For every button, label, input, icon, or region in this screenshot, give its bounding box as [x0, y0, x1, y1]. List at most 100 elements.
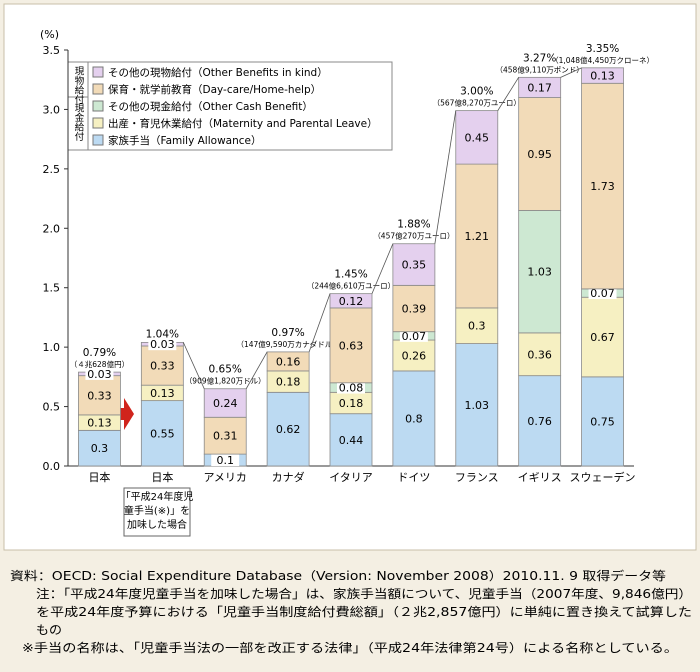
x-tick-label: 日本 — [151, 470, 173, 484]
value-label: 0.31 — [213, 430, 238, 443]
legend-swatch — [92, 83, 104, 95]
footnote: を平成24年度予算における「児童手当制度給付費総額」（２兆2,857億円）に単純… — [36, 604, 692, 619]
bar-segment — [329, 307, 373, 384]
value-label: 0.8 — [405, 412, 423, 425]
value-label: 0.08 — [339, 382, 364, 395]
arrow — [113, 398, 134, 430]
total-label: 3.00% — [460, 86, 493, 98]
bar-segment — [392, 284, 436, 333]
bar-segment — [140, 345, 184, 386]
bar-segment — [518, 375, 562, 467]
total-label: 3.35% — [586, 43, 619, 55]
y-tick-label: 0.0 — [43, 460, 61, 473]
bar-segment — [581, 82, 624, 290]
label-background — [337, 381, 365, 394]
total-label: 0.97% — [271, 327, 304, 339]
total-label: 0.79% — [83, 347, 116, 359]
bar-segment — [203, 388, 247, 418]
bar-segment — [455, 110, 499, 165]
legend: 現物給付 現金給付 その他の現物給付（Other Benefits in kin… — [67, 61, 393, 151]
value-label: 0.13 — [150, 387, 175, 400]
bar-segment — [581, 296, 624, 378]
label-background — [85, 367, 114, 380]
y-axis-unit: (%) — [40, 28, 59, 41]
bar-segment — [266, 351, 310, 372]
value-label: 0.62 — [276, 423, 301, 436]
amount-label: （567億8,270万ユーロ） — [433, 98, 521, 108]
amount-label: （244億6,610万ユーロ） — [307, 281, 395, 291]
label-background — [588, 287, 617, 300]
value-label: 0.33 — [87, 389, 112, 402]
value-label: 0.16 — [276, 355, 301, 368]
value-label: 0.55 — [150, 427, 175, 440]
connector — [182, 342, 205, 389]
amount-label: （147億9,590万カナダドル） — [236, 339, 339, 349]
y-tick-label: 1.0 — [43, 341, 61, 354]
bar-segment — [266, 391, 310, 467]
value-label: 0.18 — [339, 397, 364, 410]
value-label: 0.24 — [213, 397, 238, 410]
total-label: 3.27% — [523, 52, 556, 64]
value-label: 0.95 — [527, 148, 552, 161]
value-label: 0.76 — [527, 415, 552, 428]
value-label: 0.45 — [465, 131, 490, 144]
value-label: 0.1 — [216, 454, 234, 467]
legend-swatch — [92, 66, 104, 78]
x-tick-label: フランス — [455, 471, 499, 484]
x-tick-label: イタリア — [329, 471, 373, 484]
value-label: 1.21 — [465, 230, 490, 243]
bar-segment — [455, 343, 499, 467]
y-tick-label: 1.5 — [43, 282, 61, 295]
value-label: 0.63 — [339, 339, 364, 352]
label-background — [211, 454, 240, 467]
label-background — [148, 338, 177, 351]
label-background — [399, 329, 428, 342]
legend-box — [67, 61, 393, 151]
legend-swatch — [92, 134, 104, 146]
value-label: 0.75 — [590, 415, 615, 428]
value-label: 0.67 — [590, 331, 615, 344]
legend-label: その他の現物給付（Other Benefits in kind） — [108, 66, 328, 79]
bar-segment — [78, 429, 121, 467]
bar-segment — [329, 293, 373, 309]
footnote: 資料：OECD: Social Expenditure Database（Ver… — [10, 568, 666, 583]
category-note: 童手当(※)」を — [124, 504, 190, 517]
legend-group-label: 現金給付 — [73, 103, 85, 142]
bar-segment — [455, 163, 499, 309]
connector — [560, 67, 582, 78]
value-label: 1.73 — [590, 180, 615, 193]
value-label: 0.39 — [402, 303, 427, 316]
bar-segment — [518, 210, 562, 334]
connector — [371, 243, 394, 294]
bar-segment — [392, 339, 436, 372]
footnote: ※手当の名称は、「児童手当法の一部を改正する法律」（平成24年法律第24号）によ… — [22, 640, 678, 655]
bar-segment — [392, 243, 436, 286]
value-label: 0.33 — [150, 360, 175, 373]
bar-segment — [392, 370, 436, 467]
value-label: 0.03 — [87, 368, 112, 381]
value-label: 1.03 — [465, 399, 490, 412]
bar-segment — [581, 376, 624, 467]
connector — [497, 77, 520, 111]
value-label: 0.44 — [339, 434, 364, 447]
y-tick-label: 2.0 — [43, 222, 61, 235]
connector — [434, 110, 457, 244]
category-note: 加味した場合 — [127, 518, 187, 531]
value-label: 0.36 — [527, 348, 552, 361]
x-tick-label: カナダ — [272, 470, 305, 484]
bar-segment — [78, 375, 121, 416]
x-tick-label: ドイツ — [397, 471, 430, 484]
value-label: 0.3 — [91, 442, 109, 455]
value-label: 0.35 — [402, 259, 427, 272]
value-label: 0.07 — [402, 330, 427, 343]
bar-segment — [329, 413, 373, 467]
amount-label: （909億1,820万ドル） — [185, 376, 266, 386]
total-label: 1.88% — [397, 219, 430, 231]
legend-swatch — [92, 100, 104, 112]
legend-label: その他の現金給付（Other Cash Benefit） — [108, 100, 313, 113]
value-label: 0.18 — [276, 376, 301, 389]
legend-label: 家族手当（Family Allowance） — [108, 134, 261, 147]
footnote: 注：「平成24年度児童手当を加味した場合」は、家族手当額について、児童手当（20… — [36, 586, 692, 601]
x-tick-label: スウェーデン — [570, 470, 636, 484]
